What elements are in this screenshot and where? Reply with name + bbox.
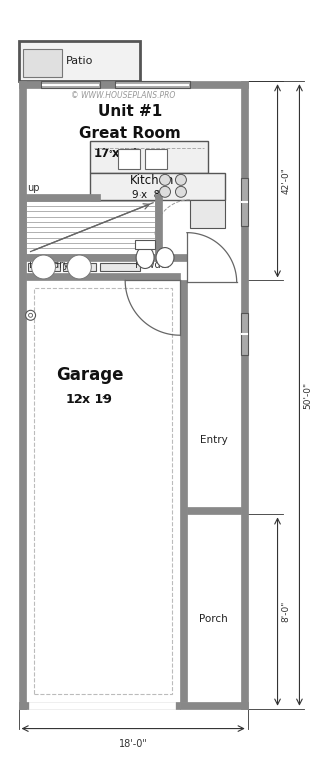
Bar [241, 82, 248, 708]
Circle shape [32, 255, 55, 279]
Ellipse shape [136, 246, 154, 269]
Bar [90, 173, 225, 199]
Text: Porch: Porch [199, 614, 228, 624]
Text: 17: 17 [93, 148, 110, 160]
Text: Patio: Patio [66, 56, 93, 66]
Bar [241, 178, 248, 226]
Bar [155, 194, 162, 260]
Circle shape [175, 174, 186, 186]
Bar [26, 206, 155, 211]
Text: Garage: Garage [56, 366, 124, 384]
Text: up: up [28, 182, 40, 192]
Text: 9: 9 [131, 189, 138, 199]
Text: x 19: x 19 [82, 393, 112, 407]
Bar [19, 42, 140, 82]
Text: °: ° [131, 151, 135, 157]
Text: 42'-0": 42'-0" [282, 167, 291, 194]
Text: °: ° [78, 397, 82, 403]
Text: ¸: ¸ [138, 192, 141, 197]
Bar [26, 248, 155, 253]
Text: Kitchen: Kitchen [130, 174, 174, 187]
Text: Great Room: Great Room [79, 126, 181, 141]
Text: © WWW.HOUSEPLANS.PRO: © WWW.HOUSEPLANS.PRO [71, 91, 175, 99]
Text: 50'-0": 50'-0" [303, 381, 312, 409]
Bar [26, 222, 155, 227]
Bar [26, 233, 155, 238]
Bar [33, 289, 172, 694]
Bar [26, 227, 155, 233]
Bar [19, 701, 26, 708]
Text: Unit #1: Unit #1 [98, 104, 162, 119]
Bar [115, 82, 190, 89]
Text: °: ° [108, 151, 112, 157]
Bar [135, 239, 155, 249]
Bar [90, 141, 208, 173]
Text: 8'-0": 8'-0" [282, 601, 291, 622]
Circle shape [67, 255, 91, 279]
Text: x  8: x 8 [141, 189, 160, 199]
Bar [19, 82, 248, 89]
Bar [19, 82, 26, 708]
Text: Laundry: Laundry [29, 260, 68, 270]
Bar [190, 199, 225, 228]
Bar [118, 149, 140, 169]
Text: 12: 12 [65, 393, 83, 407]
Bar [180, 701, 248, 708]
Circle shape [160, 174, 170, 186]
Bar [145, 149, 167, 169]
Bar [19, 701, 180, 708]
Bar [26, 243, 155, 248]
Bar [180, 280, 187, 701]
Circle shape [175, 186, 186, 197]
Bar [28, 263, 60, 272]
Bar [26, 201, 155, 206]
Circle shape [29, 313, 32, 317]
Text: Entry: Entry [200, 435, 228, 445]
Bar [29, 701, 175, 708]
Circle shape [160, 186, 170, 197]
Bar [100, 263, 140, 272]
Bar [26, 238, 155, 243]
Bar [187, 507, 241, 514]
Text: °: ° [101, 397, 105, 403]
Bar [63, 263, 96, 272]
Bar [26, 273, 180, 280]
Text: 18'-0": 18'-0" [119, 738, 148, 748]
Bar [26, 216, 155, 222]
Bar [26, 194, 100, 201]
Circle shape [26, 310, 35, 320]
Text: Powder: Powder [135, 260, 171, 270]
Text: ⁴: ⁴ [156, 192, 158, 197]
Bar [40, 82, 100, 89]
Bar [26, 211, 155, 216]
Ellipse shape [156, 248, 174, 267]
Bar [23, 49, 62, 77]
Text: x 12: x 12 [112, 148, 140, 160]
Bar [241, 313, 248, 355]
Bar [26, 253, 187, 260]
